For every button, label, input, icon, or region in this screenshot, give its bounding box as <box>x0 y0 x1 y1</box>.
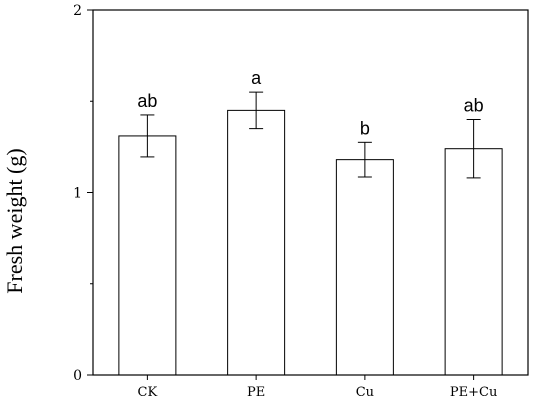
y-tick-label-1: 1 <box>73 186 82 202</box>
y-axis-title: Fresh weight (g) <box>2 148 27 293</box>
x-tick-label-0: CK <box>138 385 158 400</box>
bar-1 <box>227 109 286 376</box>
x-tick-label-1: PE <box>247 385 265 400</box>
x-tick-label-3: PE+Cu <box>450 385 497 400</box>
significance-label-1: a <box>251 68 262 88</box>
y-tick-label-0: 0 <box>73 368 82 384</box>
bar-2 <box>335 159 394 376</box>
bar-3 <box>444 148 503 376</box>
significance-label-2: b <box>360 118 370 138</box>
significance-label-0: ab <box>137 91 157 111</box>
y-tick-label-2: 2 <box>73 3 82 19</box>
bar-0 <box>118 135 177 376</box>
plot-area: ab CK a PE b Cu ab PE+Cu 0 1 2 <box>73 3 529 400</box>
x-tick-label-2: Cu <box>356 385 374 400</box>
significance-label-3: ab <box>464 96 484 116</box>
